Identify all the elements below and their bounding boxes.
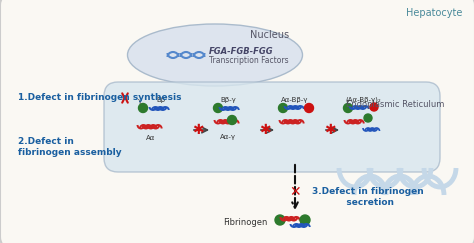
Circle shape (279, 104, 288, 113)
Circle shape (364, 114, 372, 122)
Circle shape (275, 215, 285, 225)
Text: ✕: ✕ (289, 185, 301, 199)
Text: ✱: ✱ (259, 123, 271, 137)
Circle shape (213, 104, 222, 113)
Text: γ: γ (138, 98, 142, 104)
Text: ✱: ✱ (324, 123, 336, 137)
Text: Transcription Factors: Transcription Factors (209, 55, 289, 64)
Text: Hepatocyte: Hepatocyte (406, 8, 462, 18)
Text: (Aα-Bβ-γ)₂: (Aα-Bβ-γ)₂ (345, 96, 381, 103)
Text: Aα-γ: Aα-γ (220, 134, 236, 140)
Circle shape (344, 104, 353, 113)
Text: Nucleus: Nucleus (250, 30, 290, 40)
Circle shape (138, 104, 147, 113)
Circle shape (370, 103, 378, 111)
Text: Fibrinogen: Fibrinogen (224, 217, 268, 226)
Ellipse shape (128, 24, 302, 86)
Text: Aα: Aα (146, 135, 155, 141)
Text: 3.Defect in fibrinogen
           secretion: 3.Defect in fibrinogen secretion (312, 187, 424, 207)
Text: Aα-Bβ-γ: Aα-Bβ-γ (281, 97, 309, 103)
Text: Bβ-γ: Bβ-γ (220, 97, 236, 103)
Text: Bβ: Bβ (156, 97, 165, 103)
Circle shape (304, 104, 313, 113)
Circle shape (228, 115, 237, 124)
Text: Endoplasmic Reticulum: Endoplasmic Reticulum (346, 100, 444, 109)
Circle shape (300, 215, 310, 225)
Text: FGA-FGB-FGG: FGA-FGB-FGG (209, 46, 273, 55)
Text: ✱: ✱ (192, 123, 204, 137)
FancyBboxPatch shape (104, 82, 440, 172)
Text: 1.Defect in fibrinogen synthesis: 1.Defect in fibrinogen synthesis (18, 93, 182, 102)
Text: 2.Defect in
fibrinogen assembly: 2.Defect in fibrinogen assembly (18, 137, 122, 157)
